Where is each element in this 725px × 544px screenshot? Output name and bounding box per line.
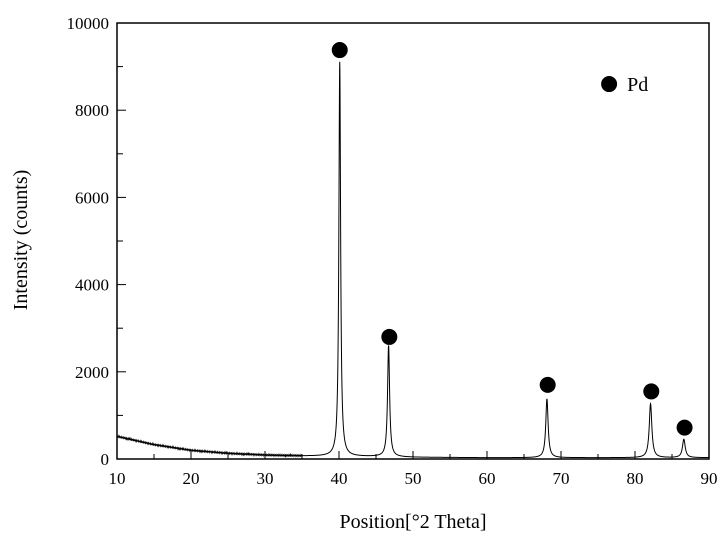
plot-frame [116, 22, 710, 460]
peak-marker-pd [331, 42, 348, 59]
y-tick-label: 2000 [75, 363, 109, 382]
peak-markers [331, 42, 693, 436]
peak-marker-pd [676, 419, 693, 436]
x-axis-label: Position[°2 Theta] [339, 511, 486, 533]
y-axis-label: Intensity (counts) [10, 170, 32, 311]
x-tick-label: 20 [183, 469, 200, 488]
peak-marker-pd [539, 376, 556, 393]
x-tick-label: 10 [109, 469, 126, 488]
y-tick-label: 8000 [75, 101, 109, 120]
x-tick-label: 30 [257, 469, 274, 488]
legend-label-pd: Pd [627, 74, 648, 96]
legend-marker-pd [601, 76, 618, 93]
x-tick-label: 40 [331, 469, 348, 488]
x-tick-label: 50 [405, 469, 422, 488]
x-tick-label: 80 [627, 469, 644, 488]
x-tick-label: 60 [479, 469, 496, 488]
y-tick-label: 4000 [75, 276, 109, 295]
axes: 10 20 30 40 50 60 70 80 90 0 2000 4000 6000 8000 10000 [67, 14, 718, 488]
x-tick-label: 90 [701, 469, 718, 488]
y-tick-label: 0 [101, 450, 110, 469]
peak-marker-pd [643, 383, 660, 400]
y-tick-label: 6000 [75, 188, 109, 207]
y-tick-label: 10000 [67, 14, 110, 33]
x-tick-label: 70 [553, 469, 570, 488]
legend: Pd [601, 74, 648, 96]
series-line-pd [116, 61, 709, 459]
peak-marker-pd [381, 328, 398, 345]
